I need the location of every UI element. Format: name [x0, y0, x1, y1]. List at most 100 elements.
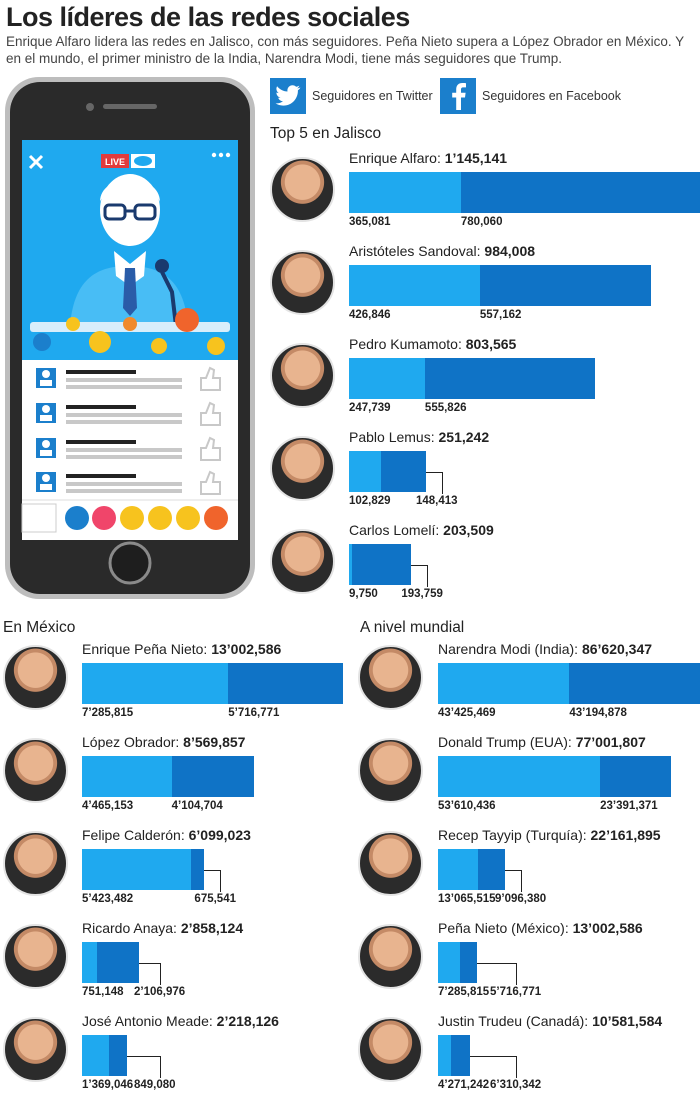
person-total: 86’620,347	[581, 641, 653, 657]
connector-line	[160, 1055, 161, 1078]
person-name-text: Ricardo Anaya:	[82, 920, 181, 936]
person-name-text: Carlos Lomelí:	[349, 522, 444, 538]
connector-line	[427, 564, 429, 587]
facebook-value-label: 148,413	[416, 495, 458, 507]
twitter-icon	[270, 78, 306, 114]
person-name-text: Recep Tayyip (Turquía):	[438, 827, 591, 843]
person-name: José Antonio Meade: 2’218,126	[82, 1013, 279, 1029]
connector-line	[477, 962, 516, 964]
live-badge: LIVE	[105, 157, 125, 167]
bar-twitter	[82, 849, 191, 890]
facebook-value-label: 2’106,976	[134, 986, 186, 998]
bar-facebook	[460, 172, 700, 213]
bar-facebook	[424, 358, 596, 399]
person-photo	[3, 738, 68, 803]
connector-line	[204, 869, 221, 871]
person-name: Recep Tayyip (Turquía): 22’161,895	[438, 827, 661, 843]
connector-line	[516, 1055, 517, 1078]
bar-twitter	[82, 1035, 110, 1076]
person-photo	[3, 645, 68, 710]
person-name-text: Justin Trudeu (Canadá):	[438, 1013, 593, 1029]
person-total: 803,565	[465, 336, 517, 352]
bar-twitter	[349, 172, 461, 213]
person-name-text: Enrique Peña Nieto:	[82, 641, 212, 657]
person-photo	[3, 831, 68, 896]
person-photo	[358, 738, 423, 803]
twitter-value-label: 4’271,242	[438, 1079, 490, 1091]
person-name-text: Narendra Modi (India):	[438, 641, 582, 657]
person-photo	[3, 1017, 68, 1082]
connector-line	[470, 1055, 516, 1057]
bar-twitter	[349, 265, 480, 306]
facebook-value-label: 780,060	[460, 216, 503, 228]
person-name: Felipe Calderón: 6’099,023	[82, 827, 251, 843]
twitter-value-label: 247,739	[349, 402, 391, 414]
bar-twitter	[349, 451, 381, 492]
legend-twitter-label: Seguidores en Twitter	[312, 89, 433, 103]
facebook-value-label: 23’391,371	[600, 800, 658, 812]
connector-line	[126, 1055, 160, 1057]
person-name-text: López Obrador:	[82, 734, 184, 750]
person-total: 13’002,586	[211, 641, 282, 657]
connector-line	[426, 471, 442, 473]
person-name: Peña Nieto (México): 13’002,586	[438, 920, 643, 936]
page-subtitle: Enrique Alfaro lidera las redes en Jalis…	[6, 34, 684, 66]
bar-facebook	[479, 265, 651, 306]
person-name-text: Enrique Alfaro:	[349, 150, 445, 166]
twitter-value-label: 1’369,046	[82, 1079, 134, 1091]
person-name: Aristóteles Sandoval: 984,008	[349, 243, 535, 259]
connector-line	[220, 869, 222, 892]
person-name: Pedro Kumamoto: 803,565	[349, 336, 516, 352]
bar-twitter	[349, 358, 425, 399]
person-total: 10’581,584	[592, 1013, 663, 1029]
twitter-value-label: 7’285,815	[82, 707, 134, 719]
person-total: 8’569,857	[183, 734, 246, 750]
facebook-value-label: 555,826	[424, 402, 467, 414]
facebook-value-label: 557,162	[479, 309, 522, 321]
twitter-value-label: 426,846	[349, 309, 391, 321]
facebook-value-label: 675,541	[194, 893, 236, 905]
connector-line	[160, 962, 161, 985]
twitter-value-label: 751,148	[82, 986, 124, 998]
close-icon	[28, 154, 44, 170]
twitter-value-label: 365,081	[349, 216, 391, 228]
person-total: 203,509	[443, 522, 494, 538]
bar-twitter	[349, 544, 352, 585]
person-name-text: Pedro Kumamoto:	[349, 336, 466, 352]
facebook-value-label: 5’716,771	[490, 986, 542, 998]
person-name: López Obrador: 8’569,857	[82, 734, 245, 750]
twitter-value-label: 9,750	[349, 588, 378, 600]
person-name: Justin Trudeu (Canadá): 10’581,584	[438, 1013, 662, 1029]
bar-facebook	[460, 942, 478, 983]
person-photo	[270, 250, 335, 315]
person-photo	[270, 529, 335, 594]
phone-illustration: LIVE	[5, 77, 255, 599]
person-name: Enrique Peña Nieto: 13’002,586	[82, 641, 281, 657]
person-total: 984,008	[484, 243, 536, 259]
bar-facebook	[569, 663, 700, 704]
connector-line	[516, 962, 517, 985]
bar-twitter	[82, 663, 229, 704]
legend-facebook-label: Seguidores en Facebook	[482, 89, 621, 103]
connector-line	[411, 564, 428, 566]
page-title: Los líderes de las redes sociales	[6, 2, 410, 32]
connector-line	[521, 869, 523, 892]
facebook-icon	[440, 78, 476, 114]
person-photo	[358, 831, 423, 896]
bar-twitter	[438, 849, 478, 890]
person-total: 1’145,141	[444, 150, 508, 166]
person-name: Narendra Modi (India): 86’620,347	[438, 641, 652, 657]
bar-twitter	[82, 756, 172, 797]
twitter-value-label: 43’425,469	[438, 707, 496, 719]
person-photo	[270, 343, 335, 408]
bar-facebook	[450, 1035, 470, 1076]
person-total: 77’001,807	[575, 734, 646, 750]
twitter-value-label: 102,829	[349, 495, 391, 507]
person-name-text: Aristóteles Sandoval:	[349, 243, 485, 259]
person-name-text: José Antonio Meade:	[82, 1013, 217, 1029]
twitter-value-label: 7’285,815	[438, 986, 490, 998]
twitter-value-label: 13’065,515	[438, 893, 496, 905]
facebook-value-label: 6’310,342	[490, 1079, 542, 1091]
person-name-text: Felipe Calderón:	[82, 827, 189, 843]
